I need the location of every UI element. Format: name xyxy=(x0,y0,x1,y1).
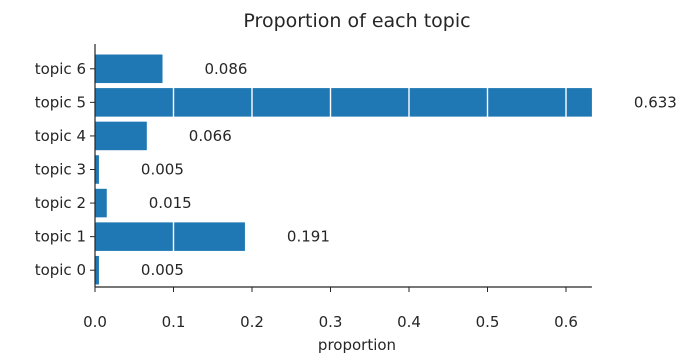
x-tick-label: 0.2 xyxy=(240,313,264,331)
x-axis-ticks: 0.0 0.1 0.2 0.3 0.4 0.5 0.6 xyxy=(83,287,578,331)
grid-layer xyxy=(172,52,567,287)
y-tick-label: topic 0 xyxy=(35,261,86,279)
bar-topic-6 xyxy=(95,54,163,84)
data-label: 0.005 xyxy=(141,161,184,179)
data-label: 0.015 xyxy=(149,194,192,212)
y-tick-label: topic 3 xyxy=(35,161,86,179)
bars-layer xyxy=(95,54,592,285)
y-axis-ticks: topic 0 topic 1 topic 2 topic 3 topic 4 topic… xyxy=(35,60,95,279)
x-tick-label: 0.6 xyxy=(554,313,578,331)
bar-topic-3 xyxy=(95,155,99,184)
data-label: 0.086 xyxy=(205,60,248,78)
x-axis-title: proportion xyxy=(318,336,396,354)
data-label: 0.633 xyxy=(634,93,677,111)
data-label: 0.005 xyxy=(141,261,184,279)
y-tick-label: topic 4 xyxy=(35,127,86,145)
bar-topic-5 xyxy=(95,88,592,117)
bar-topic-0 xyxy=(95,255,99,285)
bar-topic-1 xyxy=(95,222,245,251)
y-tick-label: topic 6 xyxy=(35,60,86,78)
y-tick-label: topic 1 xyxy=(35,228,86,246)
bar-topic-4 xyxy=(95,121,147,151)
x-tick-label: 0.0 xyxy=(83,313,107,331)
data-label: 0.066 xyxy=(189,127,232,145)
data-label: 0.191 xyxy=(287,228,330,246)
x-tick-label: 0.5 xyxy=(476,313,500,331)
chart-title: Proportion of each topic xyxy=(243,10,470,32)
bar-topic-2 xyxy=(95,188,107,218)
y-tick-label: topic 5 xyxy=(35,93,86,111)
y-tick-label: topic 2 xyxy=(35,194,86,212)
data-labels: 0.005 0.191 0.015 0.005 0.066 0.633 0.086 xyxy=(141,60,677,279)
x-tick-label: 0.1 xyxy=(162,313,186,331)
x-tick-label: 0.4 xyxy=(397,313,421,331)
x-tick-label: 0.3 xyxy=(319,313,343,331)
